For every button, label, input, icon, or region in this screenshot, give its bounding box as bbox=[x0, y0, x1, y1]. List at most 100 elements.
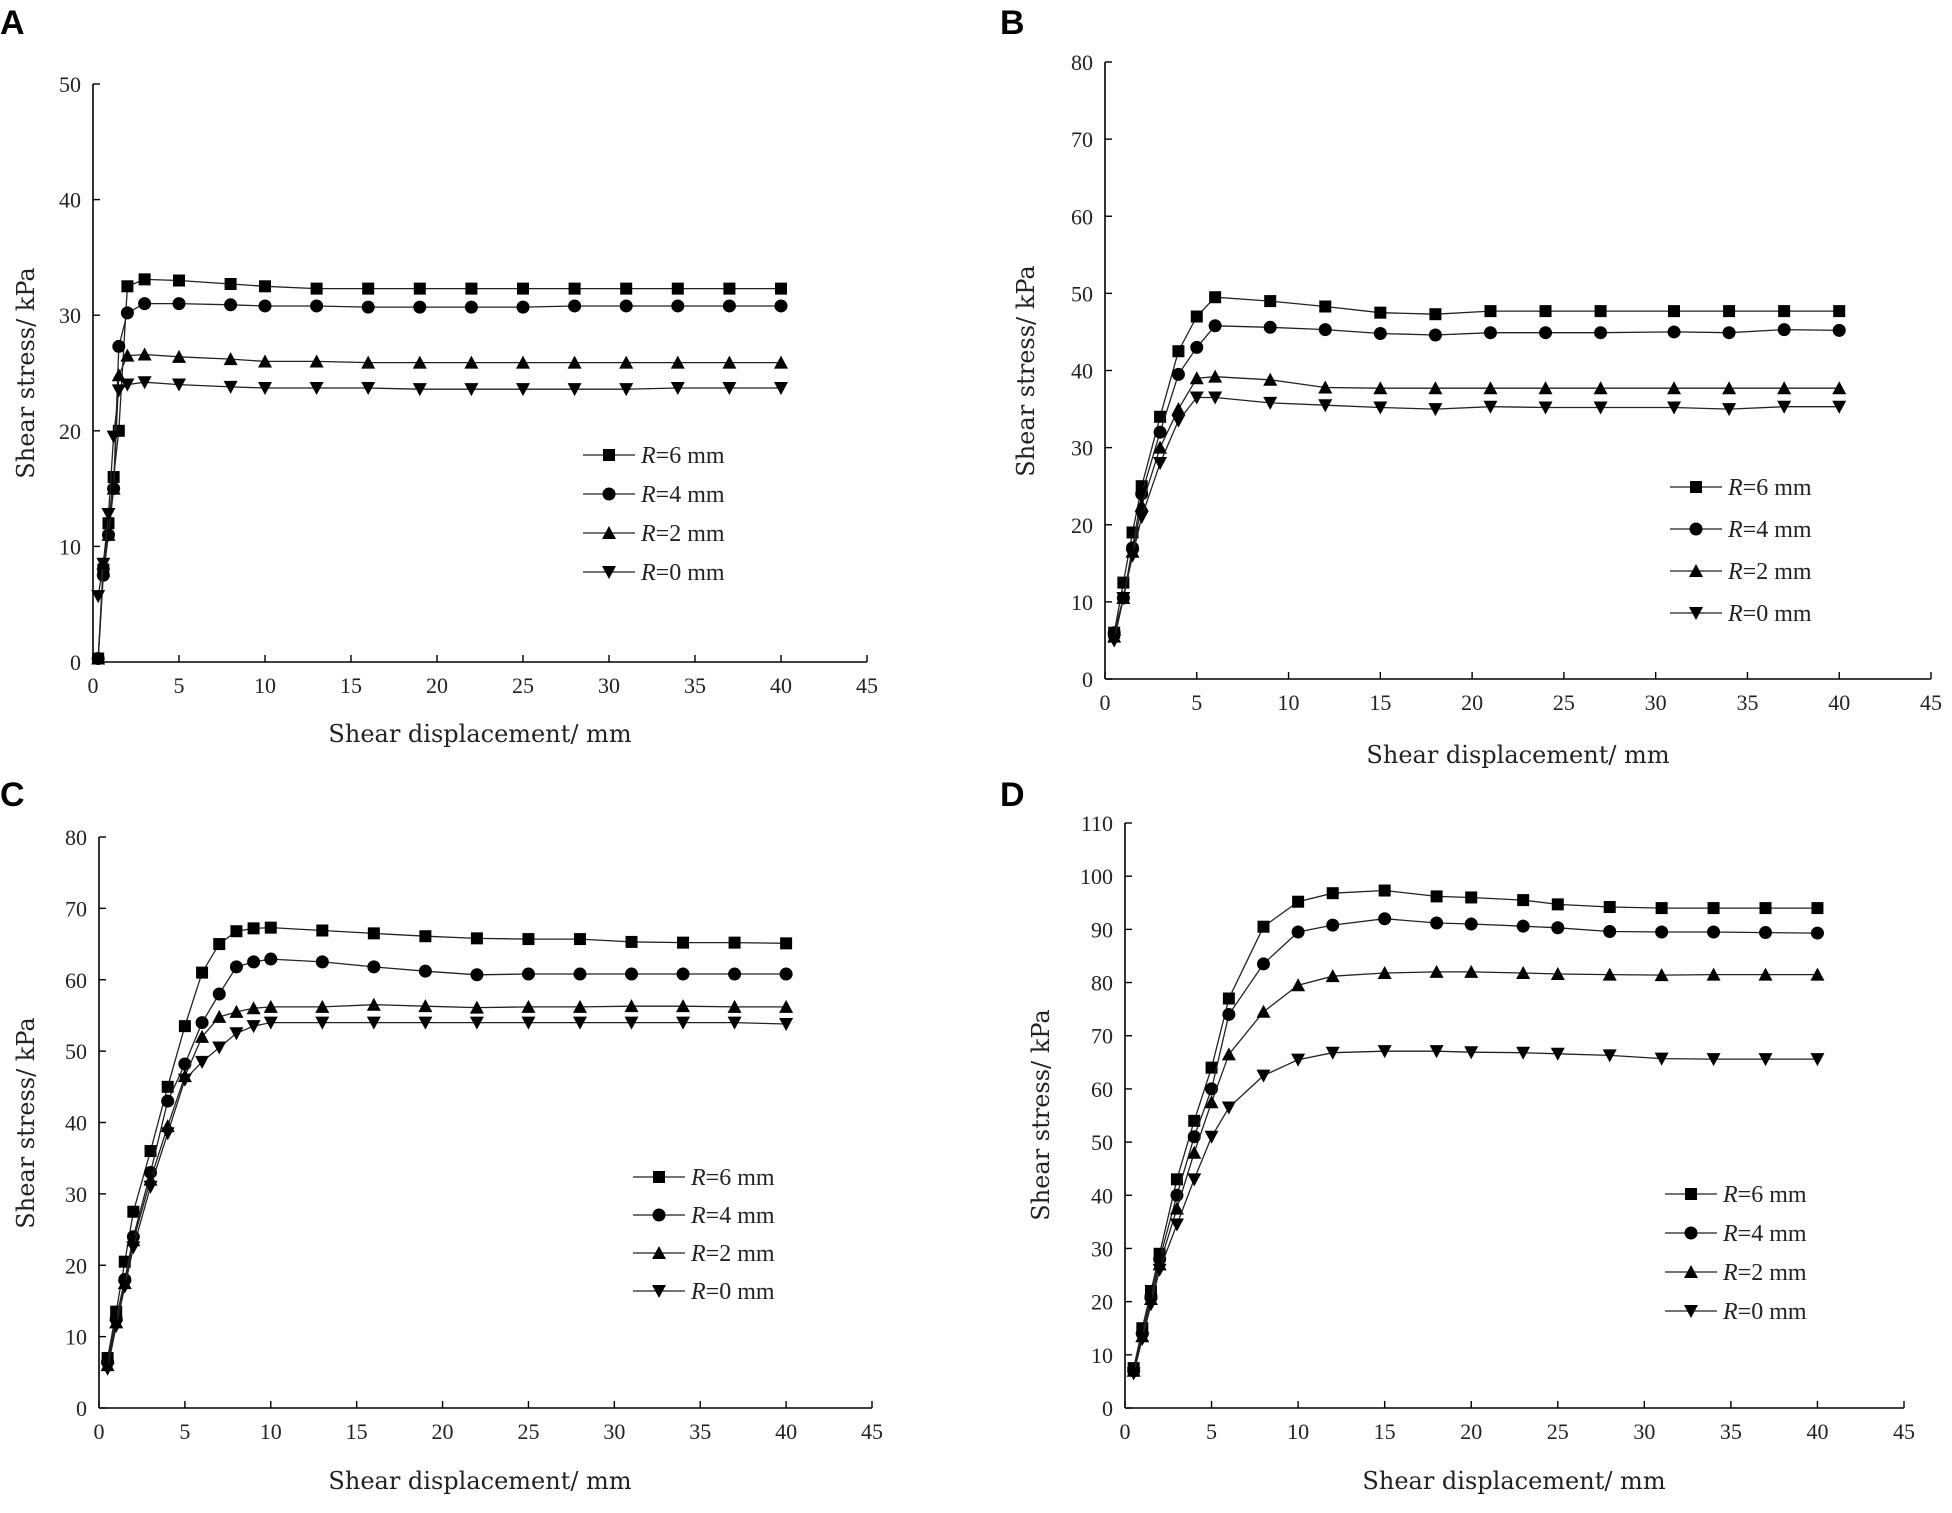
data-point bbox=[1428, 381, 1443, 395]
legend-label: R=0 mm bbox=[1722, 1299, 1807, 1325]
data-point bbox=[1464, 964, 1479, 978]
y-tick-label: 80 bbox=[1071, 50, 1093, 75]
data-point bbox=[619, 383, 634, 397]
data-point bbox=[1263, 396, 1278, 410]
data-point bbox=[419, 930, 432, 943]
data-point bbox=[521, 999, 536, 1013]
data-point bbox=[160, 1127, 175, 1141]
legend-item: R=4 mm bbox=[583, 482, 725, 508]
data-point bbox=[676, 999, 691, 1013]
data-point bbox=[121, 280, 134, 293]
legend-item: R=4 mm bbox=[633, 1203, 775, 1229]
data-point bbox=[676, 967, 690, 981]
data-point bbox=[143, 1180, 158, 1194]
legend-item: R=2 mm bbox=[633, 1241, 775, 1267]
data-point bbox=[1722, 381, 1737, 395]
data-point bbox=[1326, 887, 1339, 900]
series-line bbox=[1133, 918, 1818, 1371]
data-point bbox=[195, 1016, 209, 1030]
data-point bbox=[1516, 919, 1530, 933]
series-line bbox=[106, 926, 787, 1359]
legend-label: R=2 mm bbox=[1722, 1260, 1807, 1286]
data-point bbox=[1602, 967, 1617, 981]
x-tick-label: 40 bbox=[770, 673, 792, 698]
data-point bbox=[619, 355, 634, 369]
data-point bbox=[102, 517, 115, 530]
data-point bbox=[1594, 305, 1607, 318]
data-point bbox=[671, 282, 684, 295]
data-point bbox=[1153, 457, 1168, 471]
data-point bbox=[1654, 968, 1669, 982]
data-point bbox=[521, 1016, 536, 1030]
data-point bbox=[1169, 1218, 1184, 1232]
x-tick-label: 10 bbox=[254, 673, 276, 698]
data-point bbox=[195, 1055, 210, 1069]
data-point bbox=[172, 349, 186, 363]
data-point bbox=[178, 1057, 192, 1071]
legend-item: R=2 mm bbox=[583, 521, 725, 547]
data-point bbox=[144, 1145, 157, 1158]
series-r2mm bbox=[1107, 369, 1847, 643]
y-tick-label: 60 bbox=[1071, 204, 1093, 229]
legend-label: R=2 mm bbox=[690, 1241, 775, 1267]
panel-letter: B bbox=[1000, 4, 1025, 42]
data-point bbox=[469, 1016, 484, 1030]
y-tick-label: 70 bbox=[1091, 1024, 1113, 1049]
data-point bbox=[522, 933, 535, 946]
data-point bbox=[619, 299, 633, 313]
data-point bbox=[138, 273, 151, 286]
data-point bbox=[775, 282, 787, 295]
data-point bbox=[120, 306, 134, 320]
y-tick-label: 30 bbox=[65, 1182, 87, 1207]
data-point bbox=[127, 1205, 140, 1218]
x-tick-label: 40 bbox=[775, 1419, 797, 1444]
data-point bbox=[109, 1319, 124, 1333]
x-tick-label: 30 bbox=[603, 1419, 625, 1444]
y-tick-label: 40 bbox=[1091, 1183, 1113, 1208]
data-point bbox=[246, 1020, 261, 1034]
x-tick-label: 0 bbox=[88, 673, 99, 698]
series-line bbox=[97, 353, 781, 659]
data-point bbox=[172, 378, 186, 392]
data-point bbox=[1222, 1007, 1236, 1021]
data-point bbox=[112, 339, 126, 353]
x-tick-label: 15 bbox=[340, 673, 362, 698]
data-point bbox=[1667, 325, 1681, 339]
data-point bbox=[1377, 965, 1392, 979]
x-tick-label: 5 bbox=[1191, 690, 1202, 715]
x-tick-label: 0 bbox=[1120, 1419, 1131, 1444]
data-point bbox=[1810, 967, 1825, 981]
data-point bbox=[173, 274, 185, 287]
x-tick-label: 45 bbox=[861, 1419, 883, 1444]
legend-item: R=6 mm bbox=[1665, 1182, 1807, 1208]
data-point bbox=[418, 1016, 433, 1030]
data-point bbox=[309, 354, 324, 368]
data-point bbox=[91, 590, 106, 604]
data-point bbox=[1373, 381, 1388, 395]
data-point bbox=[1377, 1045, 1392, 1059]
data-point bbox=[1188, 1114, 1201, 1127]
data-point bbox=[161, 1080, 174, 1093]
data-point bbox=[1667, 381, 1682, 395]
data-point bbox=[1116, 592, 1131, 606]
data-point bbox=[1832, 323, 1846, 337]
data-point bbox=[418, 999, 433, 1013]
legend-item: R=2 mm bbox=[1665, 1260, 1807, 1286]
data-point bbox=[1516, 965, 1531, 979]
data-point bbox=[310, 282, 323, 295]
data-point bbox=[1256, 1004, 1271, 1018]
data-point bbox=[567, 355, 582, 369]
data-point bbox=[728, 967, 742, 981]
data-point bbox=[361, 300, 375, 314]
x-tick-label: 20 bbox=[1461, 690, 1483, 715]
x-tick-label: 5 bbox=[174, 673, 185, 698]
data-point bbox=[1291, 1053, 1306, 1067]
data-point bbox=[1318, 323, 1332, 337]
y-tick-label: 20 bbox=[1091, 1290, 1113, 1315]
x-tick-label: 30 bbox=[1645, 690, 1667, 715]
data-point bbox=[1832, 400, 1847, 414]
data-point bbox=[722, 382, 737, 396]
data-point bbox=[464, 383, 479, 397]
data-point bbox=[573, 933, 586, 946]
x-tick-label: 20 bbox=[1460, 1419, 1482, 1444]
